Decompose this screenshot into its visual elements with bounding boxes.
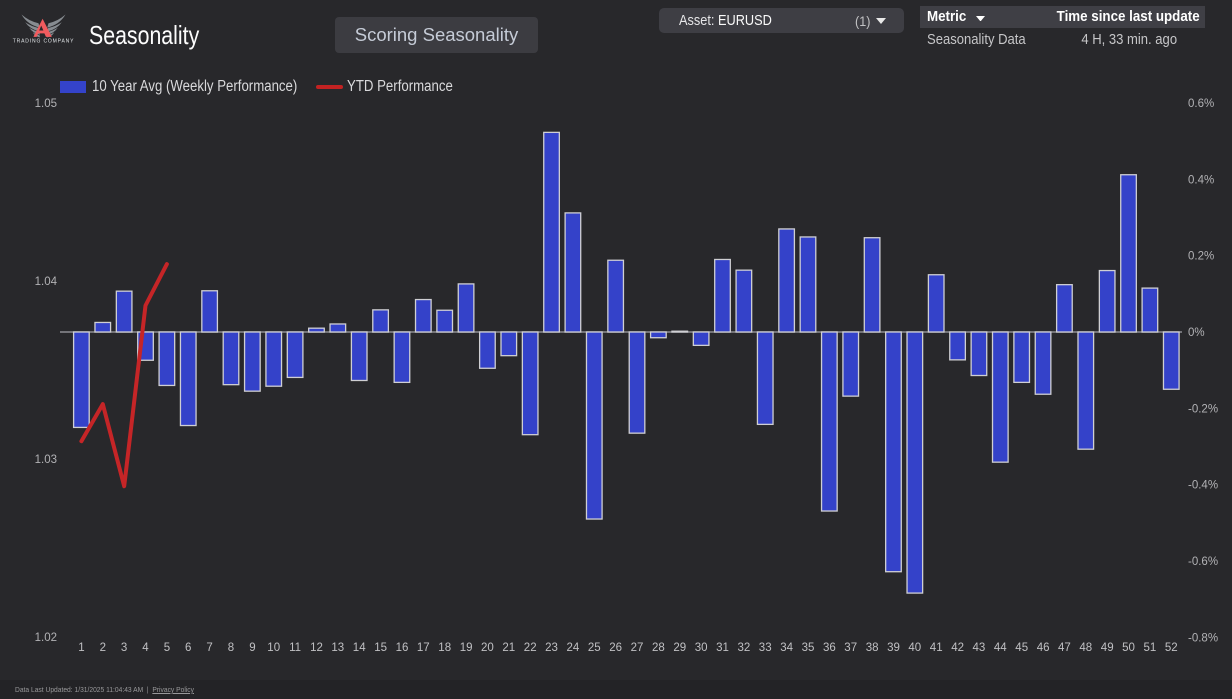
svg-text:1: 1: [78, 642, 84, 654]
svg-text:46: 46: [1037, 642, 1050, 654]
svg-text:48: 48: [1079, 642, 1092, 654]
svg-text:44: 44: [994, 642, 1007, 654]
svg-text:45: 45: [1015, 642, 1028, 654]
svg-text:-0.6%: -0.6%: [1188, 556, 1218, 568]
svg-text:31: 31: [716, 642, 729, 654]
svg-text:9: 9: [249, 642, 255, 654]
svg-text:39: 39: [887, 642, 900, 654]
svg-text:0.2%: 0.2%: [1188, 251, 1214, 263]
svg-text:40: 40: [908, 642, 921, 654]
svg-text:19: 19: [460, 642, 473, 654]
svg-text:1.03: 1.03: [35, 454, 57, 466]
svg-text:26: 26: [609, 642, 622, 654]
svg-text:3: 3: [121, 642, 127, 654]
svg-text:25: 25: [588, 642, 601, 654]
svg-text:10: 10: [267, 642, 280, 654]
svg-text:22: 22: [524, 642, 537, 654]
svg-text:34: 34: [780, 642, 793, 654]
svg-text:42: 42: [951, 642, 964, 654]
svg-text:47: 47: [1058, 642, 1071, 654]
svg-text:49: 49: [1101, 642, 1114, 654]
svg-text:1.05: 1.05: [35, 98, 57, 110]
svg-text:37: 37: [844, 642, 857, 654]
svg-text:50: 50: [1122, 642, 1135, 654]
svg-text:27: 27: [631, 642, 644, 654]
svg-text:32: 32: [738, 642, 751, 654]
svg-text:13: 13: [331, 642, 344, 654]
svg-text:38: 38: [866, 642, 879, 654]
svg-text:11: 11: [289, 642, 301, 654]
svg-text:5: 5: [164, 642, 170, 654]
svg-text:52: 52: [1165, 642, 1178, 654]
svg-text:-0.8%: -0.8%: [1188, 632, 1218, 644]
svg-text:15: 15: [374, 642, 387, 654]
svg-text:18: 18: [438, 642, 451, 654]
svg-text:20: 20: [481, 642, 494, 654]
svg-text:23: 23: [545, 642, 558, 654]
svg-text:1.02: 1.02: [35, 632, 57, 644]
svg-text:2: 2: [100, 642, 106, 654]
svg-text:0.6%: 0.6%: [1188, 98, 1214, 110]
svg-text:35: 35: [802, 642, 815, 654]
svg-text:1.04: 1.04: [35, 276, 58, 288]
svg-text:30: 30: [695, 642, 708, 654]
svg-text:8: 8: [228, 642, 234, 654]
svg-text:28: 28: [652, 642, 665, 654]
svg-text:14: 14: [353, 642, 366, 654]
svg-text:0%: 0%: [1188, 327, 1205, 339]
svg-text:-0.2%: -0.2%: [1188, 403, 1218, 415]
svg-text:TRADING COMPANY: TRADING COMPANY: [13, 38, 75, 44]
svg-text:-0.4%: -0.4%: [1188, 480, 1218, 492]
svg-text:41: 41: [930, 642, 943, 654]
svg-text:4: 4: [142, 642, 149, 654]
svg-text:43: 43: [973, 642, 986, 654]
svg-text:0.4%: 0.4%: [1188, 174, 1214, 186]
svg-text:33: 33: [759, 642, 772, 654]
svg-text:7: 7: [206, 642, 212, 654]
svg-text:51: 51: [1144, 642, 1157, 654]
svg-text:29: 29: [673, 642, 686, 654]
svg-text:16: 16: [396, 642, 409, 654]
svg-text:6: 6: [185, 642, 191, 654]
svg-text:24: 24: [567, 642, 580, 654]
svg-text:21: 21: [502, 642, 515, 654]
svg-text:17: 17: [417, 642, 430, 654]
svg-text:36: 36: [823, 642, 836, 654]
svg-text:12: 12: [310, 642, 323, 654]
